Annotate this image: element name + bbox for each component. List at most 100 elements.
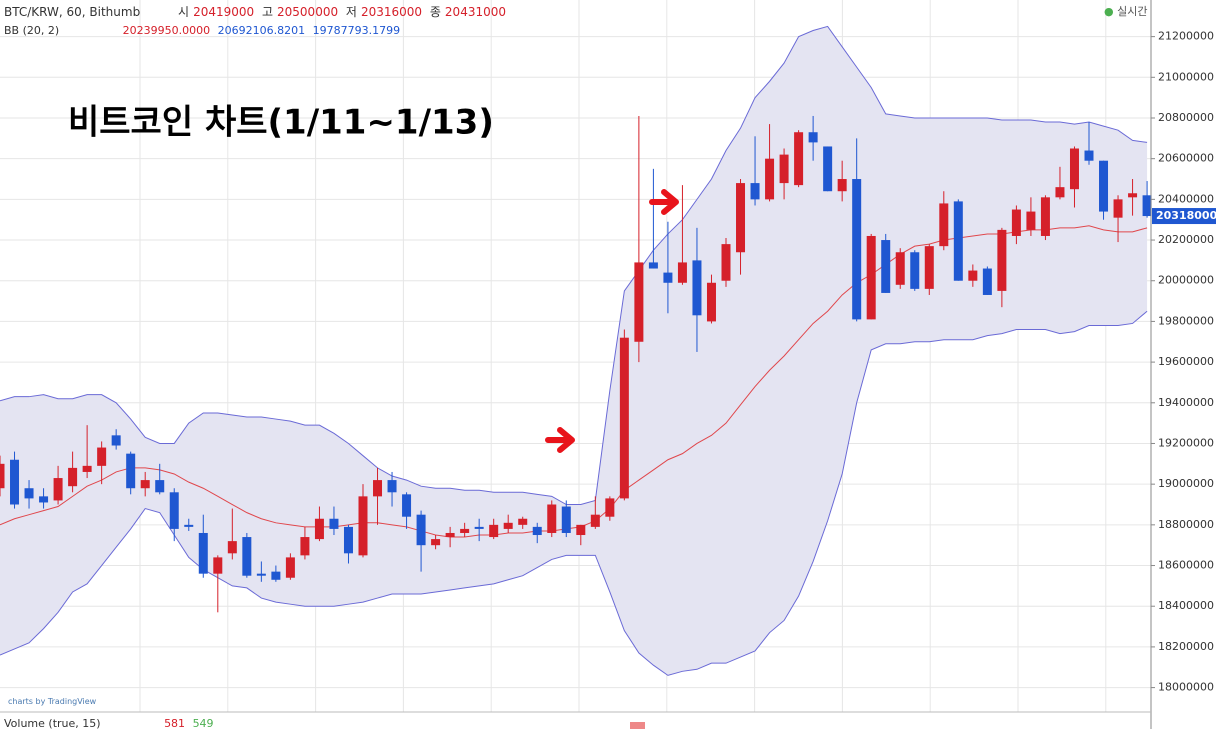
candle-body — [169, 492, 179, 529]
candle-body — [939, 203, 949, 247]
candle-body — [852, 179, 862, 320]
y-tick-label: 21000000 — [1158, 70, 1214, 83]
candle-body — [416, 514, 426, 546]
candle-body — [518, 518, 528, 525]
candle-body — [402, 494, 412, 517]
candle-body — [750, 183, 760, 200]
candle-body — [910, 252, 920, 289]
candle-body — [111, 435, 121, 446]
candle-body — [779, 154, 789, 184]
candle-body — [576, 524, 586, 536]
candle-body — [1026, 211, 1036, 230]
ohlc-label: 종 — [429, 5, 441, 19]
arrow — [649, 189, 679, 215]
candle-body — [1040, 197, 1050, 236]
candle-body — [924, 246, 934, 289]
candle-body — [140, 480, 150, 489]
y-tick-label: 20400000 — [1158, 192, 1214, 205]
candle-body — [721, 244, 731, 281]
candle-body — [155, 480, 165, 493]
candle-body — [1084, 150, 1094, 161]
candle-body — [590, 514, 600, 527]
candle-body — [547, 504, 557, 533]
volume-value: 549 — [192, 717, 214, 730]
candle-body — [358, 496, 368, 556]
y-tick-label: 18800000 — [1158, 518, 1214, 531]
candle-body — [213, 557, 223, 574]
volume-label: Volume (true, 15) — [4, 717, 101, 730]
candle-body — [445, 532, 455, 538]
candle-body — [227, 541, 237, 554]
candle-body — [619, 337, 629, 499]
candle-body — [982, 268, 992, 295]
candle-body — [532, 526, 542, 536]
candle-body — [343, 526, 353, 554]
candle-body — [706, 282, 716, 322]
y-tick-label: 18400000 — [1158, 599, 1214, 612]
plot — [0, 25, 1152, 676]
y-tick-label: 21200000 — [1158, 30, 1214, 43]
candle-body — [314, 518, 324, 540]
candle-body — [1113, 199, 1123, 218]
candle-body — [126, 453, 136, 489]
y-tick-label: 19800000 — [1158, 314, 1214, 327]
symbol-legend: BTC/KRW, 60, Bithumb 시 20419000 고 20500000… — [4, 3, 510, 20]
candle-body — [794, 132, 804, 186]
ohlc-label: 시 — [178, 5, 190, 19]
indicator-value: 19787793.1799 — [312, 24, 401, 37]
status[interactable]: ● 실시간 — [1104, 5, 1148, 18]
candle-body — [373, 480, 383, 497]
candle-body — [68, 467, 78, 487]
candle-body — [823, 146, 833, 192]
status-text: 실시간 — [1117, 5, 1148, 18]
price-label-box — [1152, 208, 1216, 225]
candle-body — [692, 260, 702, 316]
ohlc-value: 20500000 — [277, 5, 339, 19]
arrow — [545, 427, 575, 453]
candle-body — [97, 447, 107, 466]
indicator-value: 20239950.0000 — [122, 24, 211, 37]
candle-body — [271, 571, 281, 580]
candle-body — [634, 262, 644, 342]
candle-body — [648, 262, 658, 269]
candle-body — [1128, 193, 1138, 198]
candle-body — [1055, 187, 1065, 198]
candle-body — [953, 201, 963, 281]
candle-body — [503, 522, 513, 529]
candle-body — [663, 272, 673, 283]
band-line — [0, 25, 1148, 506]
candle-body — [24, 488, 34, 499]
candle-body — [866, 235, 876, 320]
candle-body — [1011, 209, 1021, 236]
symbol: BTC/KRW, 60, Bithumb — [4, 5, 141, 19]
y-tick-label: 20600000 — [1158, 152, 1214, 165]
chart-title: 비트코인 차트(1/11~1/13) — [68, 103, 494, 143]
y-tick-label: 20000000 — [1158, 274, 1214, 287]
indicator: BB (20, 2) — [4, 24, 60, 37]
candle-body — [1099, 160, 1109, 212]
candle-body — [10, 459, 20, 505]
candle-body — [184, 524, 194, 527]
candle-body — [53, 478, 63, 501]
candle-body — [82, 465, 92, 472]
candle-body — [837, 179, 847, 192]
y-tick-label: 20200000 — [1158, 233, 1214, 246]
candle-body — [1142, 195, 1152, 217]
indicator-value: 20692106.8201 — [217, 24, 306, 37]
candle-body — [968, 270, 978, 281]
candle-body — [677, 262, 687, 283]
volume-legend: Volume (true, 15) 581 549 — [4, 717, 218, 730]
indicator-legend: BB (20, 2) 20239950.0000 20692106.8201 1… — [4, 24, 404, 37]
candle-body — [997, 229, 1007, 291]
ohlc-value: 20419000 — [193, 5, 255, 19]
candle-body — [561, 506, 571, 533]
ohlc-label: 저 — [345, 5, 357, 19]
credit[interactable]: charts by TradingView — [8, 697, 97, 706]
band-line — [0, 310, 1148, 676]
candle-body — [1069, 148, 1079, 190]
ohlc-label: 고 — [261, 5, 274, 19]
candle-body — [895, 252, 905, 285]
y-tick-label: 19400000 — [1158, 396, 1214, 409]
candle-body — [474, 526, 484, 529]
